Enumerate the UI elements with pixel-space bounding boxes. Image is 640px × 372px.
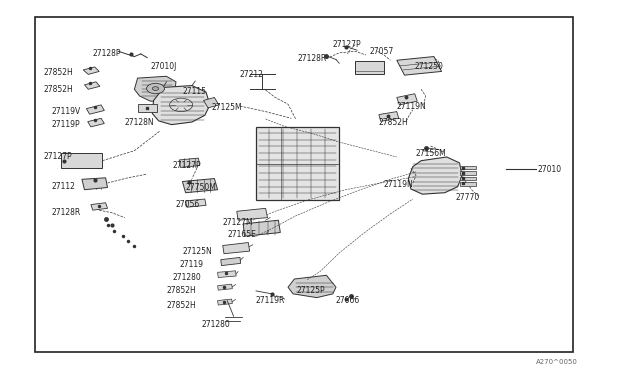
- Text: 27119R: 27119R: [256, 296, 285, 305]
- Bar: [256, 127, 339, 200]
- Text: 27066: 27066: [336, 296, 360, 305]
- Text: 27010J: 27010J: [150, 62, 177, 71]
- Polygon shape: [83, 67, 99, 74]
- Polygon shape: [91, 203, 108, 210]
- Text: 27115: 27115: [182, 87, 206, 96]
- Polygon shape: [186, 199, 206, 207]
- Polygon shape: [82, 178, 108, 190]
- Text: 27119N: 27119N: [384, 180, 413, 189]
- Text: 27010: 27010: [538, 165, 562, 174]
- Polygon shape: [221, 257, 241, 266]
- Text: 27852H: 27852H: [44, 68, 73, 77]
- Text: 27212: 27212: [240, 70, 264, 79]
- Polygon shape: [88, 118, 104, 127]
- Text: 27125M: 27125M: [211, 103, 242, 112]
- Circle shape: [147, 83, 164, 94]
- Polygon shape: [218, 271, 236, 278]
- Text: 27127M: 27127M: [223, 218, 253, 227]
- Text: 27119: 27119: [179, 260, 204, 269]
- Text: 27770: 27770: [456, 193, 480, 202]
- Polygon shape: [408, 157, 462, 194]
- Text: 27119V: 27119V: [51, 107, 81, 116]
- Text: 27119P: 27119P: [51, 120, 80, 129]
- Polygon shape: [223, 243, 250, 254]
- Polygon shape: [84, 82, 100, 89]
- Bar: [355, 61, 384, 74]
- Text: 27127P: 27127P: [333, 40, 362, 49]
- Text: A270^0050: A270^0050: [536, 359, 578, 365]
- Text: 27112: 27112: [51, 182, 75, 190]
- Polygon shape: [179, 158, 200, 167]
- Text: 27119N: 27119N: [397, 102, 426, 110]
- Polygon shape: [397, 94, 417, 105]
- Bar: [460, 177, 476, 180]
- Polygon shape: [218, 284, 232, 290]
- Bar: [35, 17, 573, 352]
- Text: 27127P: 27127P: [173, 161, 202, 170]
- Polygon shape: [182, 179, 218, 193]
- Polygon shape: [237, 208, 268, 220]
- Text: 27128N: 27128N: [125, 118, 154, 127]
- Text: 27057: 27057: [370, 47, 394, 56]
- Text: 27125P: 27125P: [296, 286, 325, 295]
- Bar: [460, 171, 476, 175]
- Text: 27852H: 27852H: [166, 286, 196, 295]
- Polygon shape: [243, 220, 280, 236]
- Text: 27056: 27056: [176, 200, 200, 209]
- Text: 27156M: 27156M: [416, 149, 447, 158]
- Text: 27128R: 27128R: [298, 54, 327, 63]
- Text: 271250: 271250: [415, 62, 444, 71]
- Text: 27750M: 27750M: [186, 183, 216, 192]
- Text: 27165E: 27165E: [227, 230, 256, 239]
- Text: 27127P: 27127P: [44, 152, 72, 161]
- Polygon shape: [218, 299, 232, 305]
- Polygon shape: [204, 97, 219, 108]
- Bar: [460, 182, 476, 186]
- Text: 27128P: 27128P: [93, 49, 122, 58]
- Polygon shape: [379, 112, 399, 121]
- Text: 271280: 271280: [202, 320, 230, 329]
- Text: 271280: 271280: [173, 273, 202, 282]
- Text: 27852H: 27852H: [44, 85, 73, 94]
- Circle shape: [152, 87, 159, 90]
- Polygon shape: [152, 86, 210, 125]
- Polygon shape: [134, 76, 176, 101]
- Polygon shape: [288, 275, 336, 298]
- Text: 27852H: 27852H: [379, 118, 408, 126]
- Bar: [138, 104, 157, 112]
- Polygon shape: [86, 105, 104, 114]
- Text: 27852H: 27852H: [166, 301, 196, 310]
- Polygon shape: [397, 57, 442, 75]
- Text: 27125N: 27125N: [182, 247, 212, 256]
- Text: 27128R: 27128R: [51, 208, 81, 217]
- Bar: [61, 153, 102, 168]
- Bar: [460, 166, 476, 169]
